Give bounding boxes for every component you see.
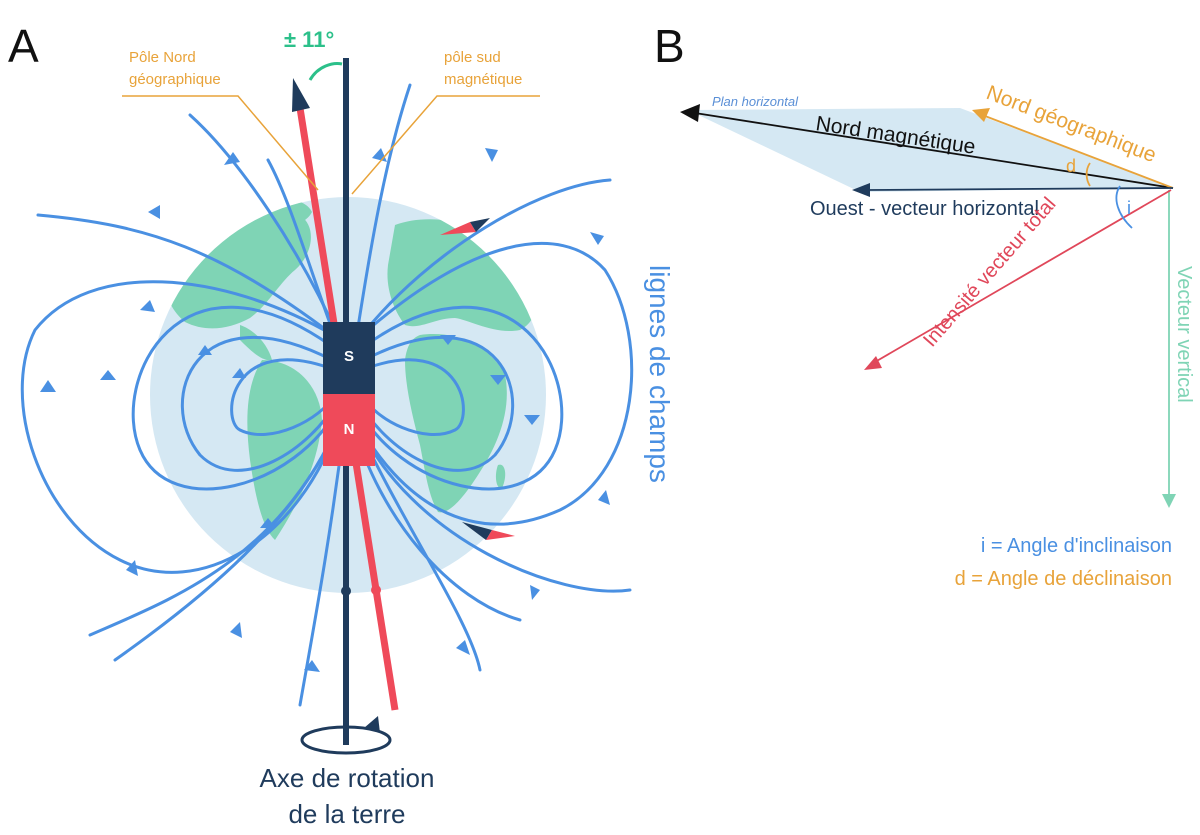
geo-north-line1: Pôle Nord	[129, 49, 196, 66]
magnet-north-label: N	[344, 421, 355, 438]
panel-a: A	[8, 20, 675, 829]
panel-a-letter: A	[8, 20, 39, 72]
field-lines-label: lignes de champs	[644, 265, 675, 483]
panel-b-letter: B	[654, 20, 685, 72]
plan-horizontal-label: Plan horizontal	[712, 94, 799, 109]
legend-declination: d = Angle de déclinaison	[955, 568, 1172, 590]
tilt-angle: ± 11°	[284, 27, 343, 81]
geographic-north-label: Pôle Nord géographique	[122, 49, 319, 191]
field-arrow-heads	[40, 148, 610, 672]
rotation-axis-label-line1: Axe de rotation	[260, 763, 435, 793]
vecteur-vertical-label: Vecteur vertical	[1173, 266, 1195, 403]
mag-south-line1: pôle sud	[444, 49, 501, 66]
rotation-axis-label-line2: de la terre	[288, 799, 405, 829]
ouest-vecteur-label: Ouest - vecteur horizontal	[810, 198, 1039, 220]
geo-north-line2: géographique	[129, 71, 221, 88]
angle-i-label: i	[1127, 198, 1131, 218]
angle-d-label: d	[1066, 156, 1076, 176]
magnetic-south-label: pôle sud magnétique	[351, 49, 540, 195]
tilt-angle-label: ± 11°	[284, 27, 334, 52]
magnetic-field-lines	[20, 83, 634, 707]
legend-inclination: i = Angle d'inclinaison	[981, 535, 1172, 557]
magnet-south-label: S	[344, 348, 354, 365]
panel-b: B i d Plan horizontal Nord magnétique No…	[654, 20, 1195, 590]
bar-magnet: S N	[323, 322, 375, 466]
compass-needles	[440, 218, 515, 540]
mag-south-line2: magnétique	[444, 71, 522, 88]
